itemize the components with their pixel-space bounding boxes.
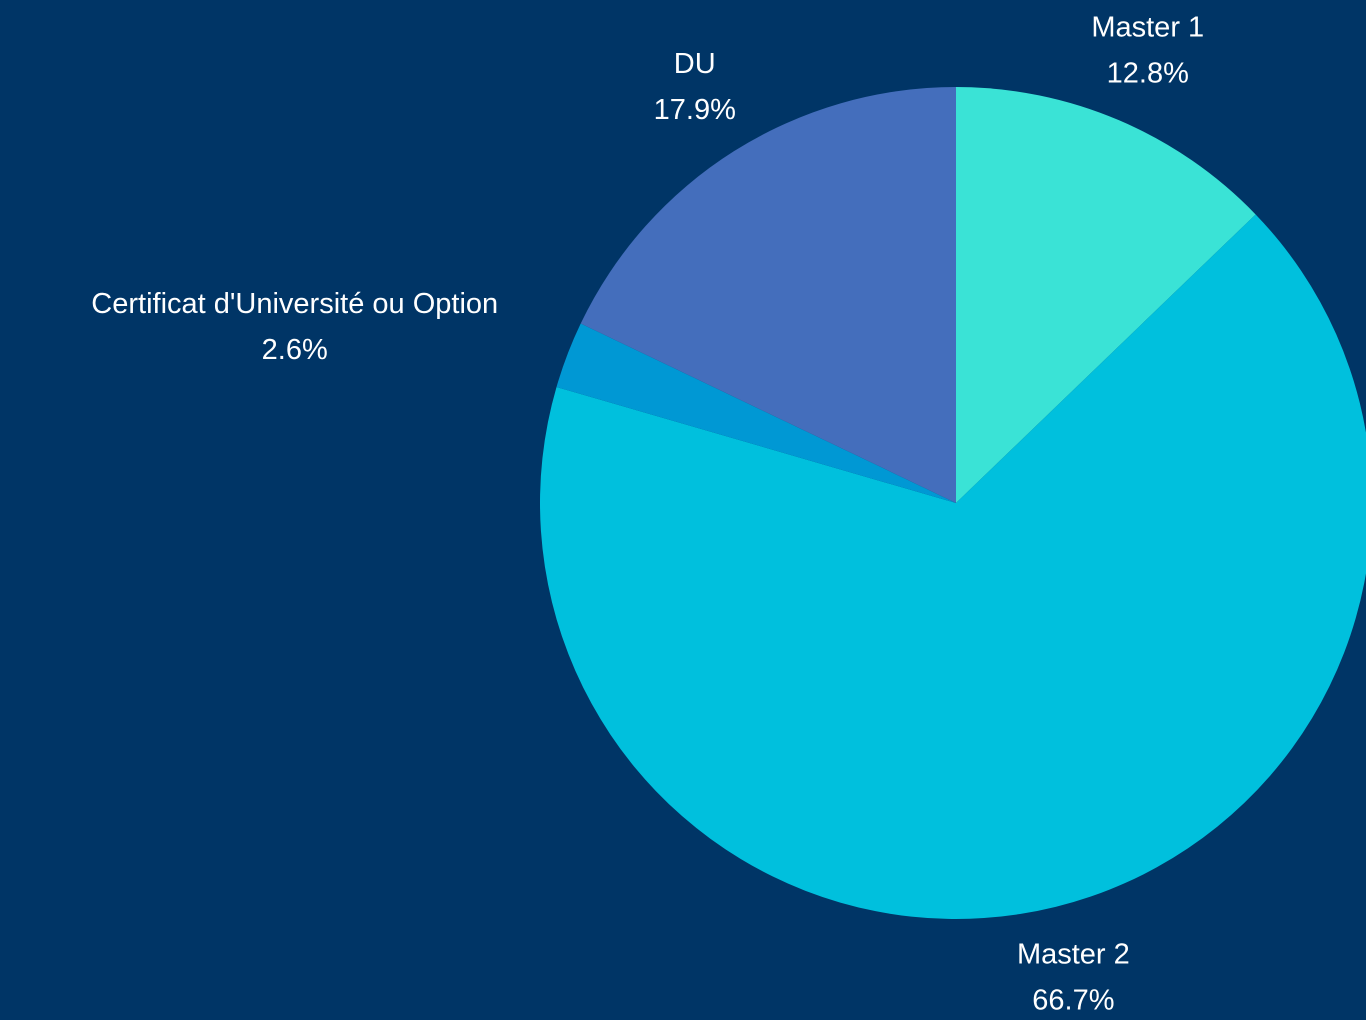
pie-slice (580, 87, 956, 503)
slice-label: Master 2 (1017, 938, 1130, 970)
pie-slice (540, 214, 1366, 919)
pie-slice (956, 87, 1256, 503)
slice-label: DU (674, 48, 716, 80)
pie-slice (556, 323, 956, 503)
slice-label: Certificat d'Université ou Option (91, 288, 498, 320)
slice-value-label: 2.6% (262, 334, 328, 366)
slice-value-label: 12.8% (1107, 58, 1189, 90)
slice-label: Master 1 (1091, 12, 1204, 44)
slice-value-label: 17.9% (654, 94, 736, 126)
slice-value-label: 66.7% (1032, 984, 1114, 1016)
